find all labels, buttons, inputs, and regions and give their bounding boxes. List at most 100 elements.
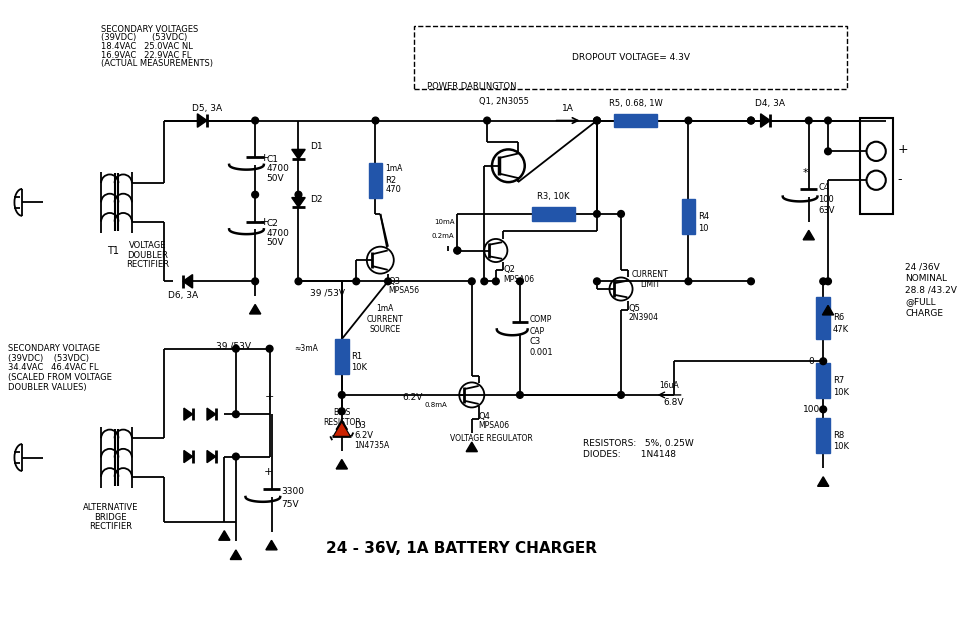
- Text: R6: R6: [833, 314, 844, 322]
- Text: D2: D2: [310, 195, 323, 204]
- Text: DOUBLER VALUES): DOUBLER VALUES): [8, 383, 86, 392]
- Text: SOURCE: SOURCE: [370, 325, 400, 334]
- Text: ≈3mA: ≈3mA: [294, 345, 318, 353]
- Text: R1: R1: [352, 352, 362, 361]
- Text: 50V: 50V: [266, 239, 285, 247]
- Circle shape: [806, 117, 812, 124]
- Circle shape: [481, 278, 488, 285]
- Circle shape: [252, 117, 259, 124]
- Text: R5, 0.68, 1W: R5, 0.68, 1W: [608, 98, 662, 108]
- Text: 10K: 10K: [833, 442, 849, 451]
- Bar: [816, 363, 830, 398]
- Circle shape: [338, 392, 345, 398]
- Text: 3300: 3300: [281, 487, 304, 496]
- Text: Q2: Q2: [504, 265, 515, 274]
- Text: R4: R4: [698, 212, 709, 221]
- Circle shape: [338, 408, 345, 415]
- Text: NOMINAL: NOMINAL: [905, 274, 947, 283]
- Polygon shape: [207, 451, 216, 463]
- Polygon shape: [803, 230, 814, 240]
- Text: CHARGE: CHARGE: [905, 309, 943, 317]
- Text: 4700: 4700: [266, 164, 289, 173]
- Bar: [682, 199, 696, 234]
- Circle shape: [266, 345, 273, 352]
- Text: D3: D3: [354, 422, 366, 430]
- Text: 1A: 1A: [562, 105, 574, 114]
- Circle shape: [252, 278, 259, 285]
- Circle shape: [594, 211, 601, 217]
- Text: 6.8V: 6.8V: [664, 398, 684, 407]
- Text: BIAS: BIAS: [333, 408, 351, 416]
- Circle shape: [353, 278, 359, 285]
- Polygon shape: [266, 540, 277, 550]
- Text: Q3: Q3: [388, 277, 400, 286]
- Text: CURRENT: CURRENT: [367, 316, 403, 324]
- Text: 28.8 /43.2V: 28.8 /43.2V: [905, 285, 957, 295]
- Bar: [414, 26, 847, 89]
- Text: 470: 470: [385, 186, 401, 194]
- Text: DOUBLER: DOUBLER: [126, 251, 168, 260]
- Bar: [816, 297, 830, 339]
- Bar: [533, 207, 575, 221]
- Polygon shape: [336, 420, 348, 430]
- Polygon shape: [197, 114, 207, 127]
- Text: 0.001: 0.001: [530, 348, 553, 357]
- Polygon shape: [333, 422, 351, 436]
- Text: 16.9VAC   22.9VAC FL: 16.9VAC 22.9VAC FL: [102, 50, 192, 59]
- Circle shape: [685, 278, 692, 285]
- Text: R3, 10K: R3, 10K: [537, 192, 570, 201]
- Text: 24 /36V: 24 /36V: [905, 262, 940, 271]
- Text: R7: R7: [833, 376, 844, 385]
- Text: DROPOUT VOLTAGE= 4.3V: DROPOUT VOLTAGE= 4.3V: [572, 54, 690, 62]
- Text: 10: 10: [698, 224, 709, 233]
- Text: 39 /53V: 39 /53V: [309, 288, 345, 297]
- Bar: [859, 117, 893, 214]
- Text: 24 - 36V, 1A BATTERY CHARGER: 24 - 36V, 1A BATTERY CHARGER: [326, 541, 597, 557]
- Bar: [369, 163, 382, 198]
- Circle shape: [820, 406, 827, 413]
- Bar: [335, 339, 349, 374]
- Text: 1mA: 1mA: [376, 304, 394, 313]
- Circle shape: [295, 278, 302, 285]
- Circle shape: [484, 117, 490, 124]
- Text: LIMIT: LIMIT: [640, 280, 660, 289]
- Text: 2N3904: 2N3904: [628, 314, 659, 322]
- Bar: [614, 114, 656, 127]
- Text: SECONDARY VOLTAGES: SECONDARY VOLTAGES: [102, 25, 198, 33]
- Text: RESISTORS:   5%, 0.25W: RESISTORS: 5%, 0.25W: [582, 439, 694, 447]
- Text: T1: T1: [106, 245, 119, 256]
- Text: ALTERNATIVE: ALTERNATIVE: [83, 503, 138, 512]
- Circle shape: [295, 191, 302, 198]
- Text: -: -: [898, 173, 901, 186]
- Text: 63V: 63V: [818, 206, 834, 215]
- Text: (39VDC)    (53VDC): (39VDC) (53VDC): [8, 354, 89, 363]
- Text: 18.4VAC   25.0VAC NL: 18.4VAC 25.0VAC NL: [102, 42, 193, 51]
- Text: 10K: 10K: [352, 363, 368, 372]
- Circle shape: [233, 345, 240, 352]
- Circle shape: [454, 247, 461, 254]
- Text: SECONDARY VOLTAGE: SECONDARY VOLTAGE: [8, 345, 100, 353]
- Text: MPSA06: MPSA06: [478, 422, 510, 430]
- Text: CAP: CAP: [530, 327, 545, 336]
- Circle shape: [454, 247, 461, 254]
- Text: 100: 100: [818, 195, 834, 204]
- Text: 6.2V: 6.2V: [402, 393, 422, 403]
- Polygon shape: [183, 274, 193, 288]
- Text: RESISTOR: RESISTOR: [323, 418, 360, 427]
- Circle shape: [825, 278, 832, 285]
- Text: 39 /53V: 39 /53V: [216, 341, 250, 350]
- Text: 1mA: 1mA: [385, 164, 402, 173]
- Text: Q1, 2N3055: Q1, 2N3055: [479, 97, 529, 106]
- Text: 1N4735A: 1N4735A: [354, 442, 390, 451]
- Circle shape: [516, 278, 523, 285]
- Circle shape: [233, 411, 240, 418]
- Circle shape: [594, 278, 601, 285]
- Polygon shape: [292, 198, 306, 207]
- Text: 4700: 4700: [266, 228, 289, 238]
- Polygon shape: [292, 150, 306, 159]
- Polygon shape: [336, 459, 348, 469]
- Polygon shape: [822, 305, 833, 315]
- Circle shape: [252, 191, 259, 198]
- Text: C1: C1: [266, 155, 279, 163]
- Circle shape: [685, 117, 692, 124]
